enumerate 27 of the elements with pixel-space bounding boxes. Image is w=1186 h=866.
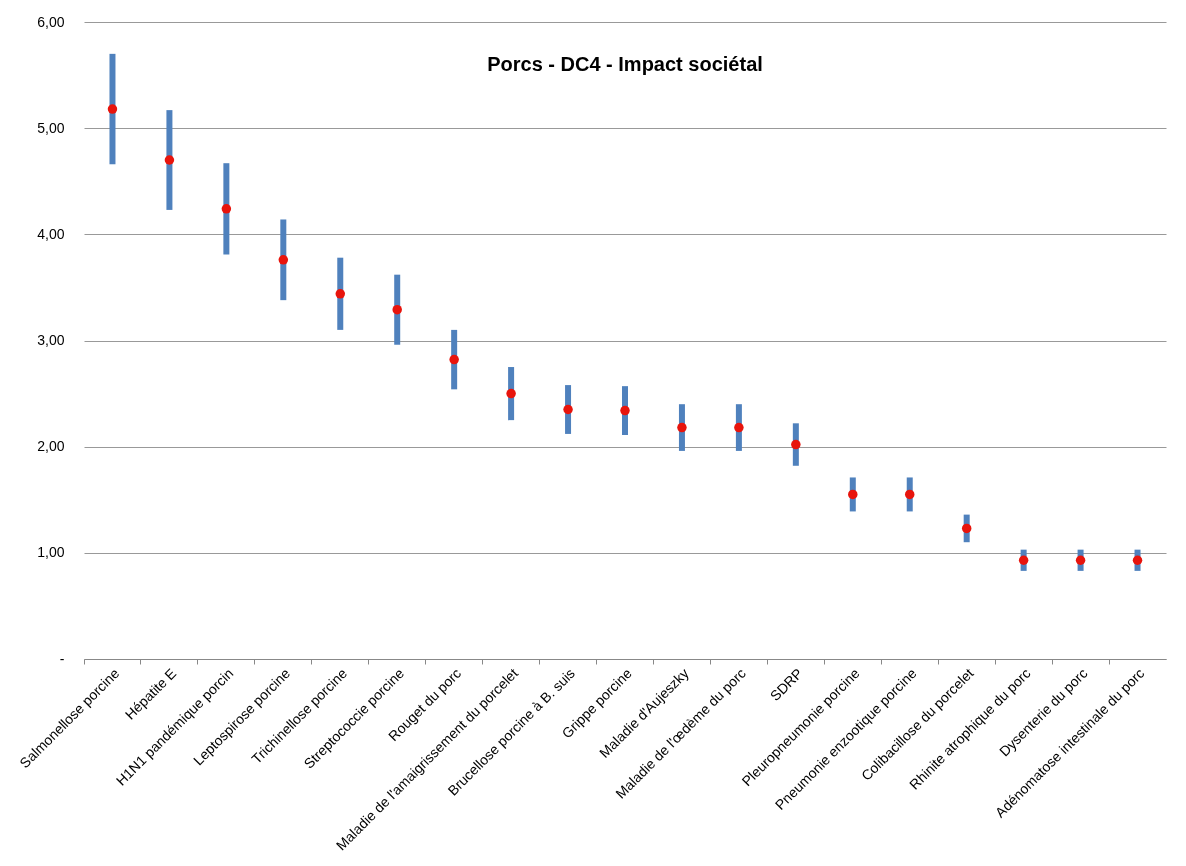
point xyxy=(335,289,346,299)
point xyxy=(278,255,289,265)
point xyxy=(620,405,630,416)
point xyxy=(449,354,459,365)
point xyxy=(904,489,915,500)
y-tick-label: 6,00 xyxy=(37,13,65,30)
point xyxy=(221,204,232,214)
point xyxy=(791,439,801,450)
point xyxy=(848,489,858,500)
point xyxy=(677,422,687,433)
point xyxy=(506,388,516,399)
point xyxy=(734,422,744,433)
point xyxy=(563,404,573,415)
point xyxy=(164,155,175,165)
text: Porcs - DC4 - Impact sociétal xyxy=(487,53,763,75)
point xyxy=(1018,555,1029,565)
point xyxy=(392,304,402,315)
point xyxy=(1132,555,1143,565)
y-tick-label: 1,00 xyxy=(37,544,65,561)
point xyxy=(961,523,972,534)
y-tick-label: 2,00 xyxy=(37,438,65,455)
y-tick-label: 4,00 xyxy=(37,225,65,242)
point xyxy=(1075,555,1086,565)
y-tick-label: 5,00 xyxy=(37,119,65,136)
y-tick-label: - xyxy=(59,650,65,667)
y-tick-label: 3,00 xyxy=(37,332,65,348)
point xyxy=(107,104,118,114)
